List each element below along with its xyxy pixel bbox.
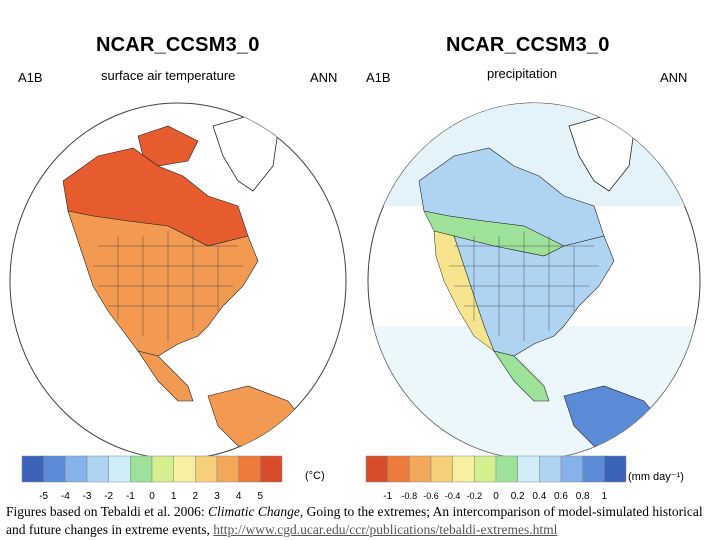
colorbar-cell — [517, 455, 540, 483]
border-lines — [449, 231, 599, 341]
colorbar-tick-label: -3 — [83, 491, 92, 502]
colorbar-tick-label: -1 — [126, 491, 135, 502]
model-title: NCAR_CCSM3_0 — [96, 34, 260, 56]
temperature-unit: (°C) — [305, 470, 325, 482]
colorbar-cell — [86, 455, 109, 483]
colorbar-tick-label: -0.6 — [423, 491, 439, 501]
colorbar-cell — [195, 455, 218, 483]
colorbar-cell — [260, 455, 283, 483]
model-title: NCAR_CCSM3_0 — [446, 34, 610, 56]
border-lines — [93, 231, 243, 341]
colorbar-cell — [108, 455, 131, 483]
colorbar-cell — [365, 455, 388, 483]
colorbar-cell — [216, 455, 239, 483]
colorbar-cell — [604, 455, 627, 483]
colorbar-tick-label: -5 — [39, 491, 48, 502]
caption-journal: Climatic Change — [208, 504, 300, 519]
colorbar-cell — [409, 455, 432, 483]
colorbar-tick-label: 4 — [236, 491, 242, 502]
colorbar-tick-label: -4 — [61, 491, 70, 502]
period-label: ANN — [660, 70, 688, 85]
scenario-label: A1B — [366, 70, 391, 85]
continent-shape — [67, 210, 259, 357]
caption-text-1: Figures based on Tebaldi et al. 2006: — [6, 504, 209, 519]
precipitation-map-panel: NCAR_CCSM3_0 A1B precipitation ANN — [360, 0, 720, 502]
colorbar-tick-label: -0.2 — [467, 491, 483, 501]
colorbar-tick-label: 1 — [171, 491, 177, 502]
central-america-shape — [137, 350, 194, 402]
colorbar-cell — [560, 455, 583, 483]
colorbar-cell — [130, 455, 153, 483]
precipitation-colorbar: -1 -0.8 -0.6 -0.4 -0.2 0 0.2 0.4 0.6 0.8 1 — [365, 455, 627, 502]
temperature-globe-map — [9, 102, 347, 456]
temperature-map-panel: NCAR_CCSM3_0 A1B surface air temperature… — [0, 0, 360, 502]
scenario-label: A1B — [18, 70, 43, 85]
colorbar-cell — [238, 455, 261, 483]
variable-label: precipitation — [487, 66, 558, 81]
colorbar-tick-label: 5 — [258, 491, 264, 502]
period-label: ANN — [310, 70, 338, 85]
colorbar-cell — [430, 455, 453, 483]
variable-label: surface air temperature — [101, 68, 236, 83]
colorbar-tick-label: 0.6 — [554, 491, 568, 502]
colorbar-tick-label: -1 — [383, 491, 392, 502]
colorbar-cell — [21, 455, 44, 483]
colorbar-tick-label: 3 — [214, 491, 220, 502]
colorbar-cell — [151, 455, 174, 483]
colorbar-tick-label: -2 — [104, 491, 113, 502]
colorbar-cell — [495, 455, 518, 483]
colorbar-tick-label: 0 — [149, 491, 155, 502]
colorbar-cell — [43, 455, 66, 483]
caption-link[interactable]: http://www.cgd.ucar.edu/ccr/publications… — [213, 522, 558, 537]
figure-caption: Figures based on Tebaldi et al. 2006: Cl… — [6, 503, 712, 539]
colorbar-tick-label: 1 — [602, 491, 608, 502]
colorbar-cell — [452, 455, 475, 483]
colorbar-cell — [539, 455, 562, 483]
colorbar-tick-label: 0 — [493, 491, 499, 502]
colorbar-cell — [582, 455, 605, 483]
precipitation-globe-map — [367, 102, 701, 456]
colorbar-tick-label: 0.2 — [511, 491, 525, 502]
colorbar-tick-label: -0.8 — [402, 491, 418, 501]
colorbar-cell — [65, 455, 88, 483]
colorbar-tick-label: -0.4 — [445, 491, 461, 501]
central-america-shape — [493, 350, 550, 402]
colorbar-cell — [173, 455, 196, 483]
colorbar-cell — [474, 455, 497, 483]
colorbar-tick-label: 2 — [193, 491, 199, 502]
colorbar-tick-label: 0.4 — [532, 491, 546, 502]
temperature-colorbar: -5 -4 -3 -2 -1 0 1 2 3 4 5 — [21, 455, 283, 502]
precipitation-unit: (mm day⁻¹) — [628, 471, 684, 483]
colorbar-tick-label: 0.8 — [576, 491, 590, 502]
caption-text-2: , Going to the extremes; An intercompari… — [6, 504, 703, 537]
colorbar-cell — [387, 455, 410, 483]
